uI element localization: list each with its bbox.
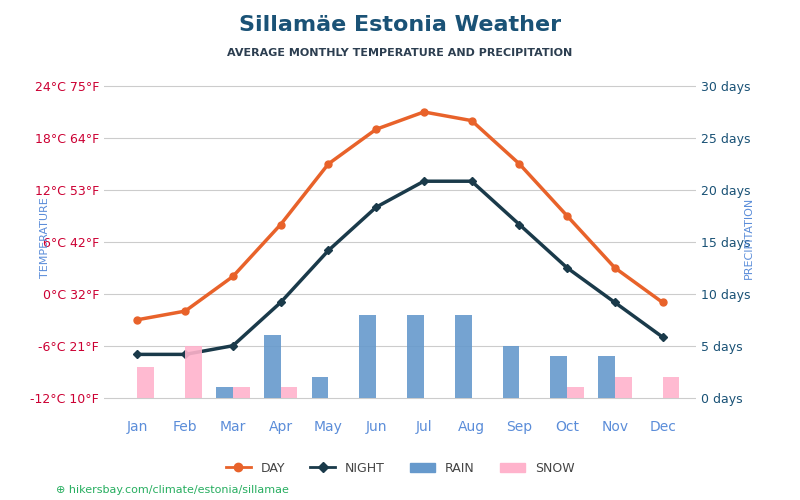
Bar bbox=[312, 377, 328, 398]
Bar bbox=[615, 377, 631, 398]
Bar bbox=[407, 314, 424, 398]
Bar bbox=[216, 388, 233, 398]
Bar bbox=[233, 388, 250, 398]
Bar bbox=[598, 356, 615, 398]
Bar bbox=[359, 314, 376, 398]
Bar bbox=[185, 346, 202, 398]
Text: AVERAGE MONTHLY TEMPERATURE AND PRECIPITATION: AVERAGE MONTHLY TEMPERATURE AND PRECIPIT… bbox=[227, 48, 573, 58]
Text: ⊕ hikersbay.com/climate/estonia/sillamae: ⊕ hikersbay.com/climate/estonia/sillamae bbox=[56, 485, 289, 495]
Bar bbox=[455, 314, 472, 398]
Bar bbox=[502, 346, 519, 398]
Text: TEMPERATURE: TEMPERATURE bbox=[40, 197, 50, 278]
Text: PRECIPITATION: PRECIPITATION bbox=[744, 196, 754, 278]
Bar bbox=[264, 336, 281, 398]
Text: Sillamäe Estonia Weather: Sillamäe Estonia Weather bbox=[239, 15, 561, 35]
Legend: DAY, NIGHT, RAIN, SNOW: DAY, NIGHT, RAIN, SNOW bbox=[221, 457, 579, 480]
Bar bbox=[138, 366, 154, 398]
Bar bbox=[567, 388, 584, 398]
Bar bbox=[281, 388, 298, 398]
Bar bbox=[550, 356, 567, 398]
Bar bbox=[662, 377, 679, 398]
